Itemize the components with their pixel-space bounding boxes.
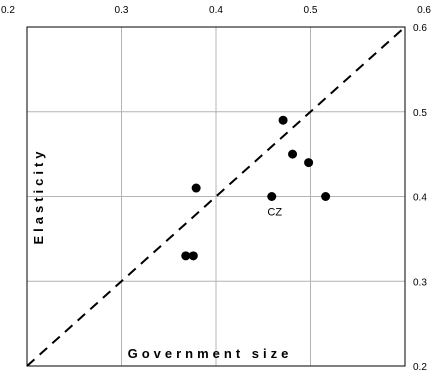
data-point-2: [191, 183, 201, 193]
x-tick-label-1: 0.3: [115, 5, 129, 16]
data-point-3: [267, 192, 277, 201]
annotation-0: CZ: [267, 207, 282, 219]
x-tick-label-2: 0.4: [209, 5, 223, 16]
annotations: CZ: [267, 207, 282, 219]
y-tick-label-1: 0.3: [413, 277, 427, 288]
x-tick-label-4: 0.6: [417, 5, 431, 16]
data-point-6: [304, 158, 314, 168]
y-axis-label: Elasticity: [31, 147, 46, 244]
data-point-7: [321, 192, 331, 201]
x-tick-labels: 0.2 0.3 0.4 0.5 0.6: [1, 5, 431, 16]
y-tick-label-0: 0.2: [413, 362, 427, 373]
data-point-1: [188, 251, 198, 261]
data-point-0: [181, 251, 191, 261]
data-point-5: [288, 149, 298, 159]
x-tick-label-0: 0.2: [1, 5, 15, 16]
x-tick-label-3: 0.5: [304, 5, 318, 16]
y-tick-label-4: 0.6: [413, 23, 427, 34]
y-tick-label-2: 0.4: [413, 193, 427, 204]
plot-area-border: [26, 26, 406, 367]
x-axis-label: Government size: [128, 346, 293, 361]
y-tick-label-3: 0.5: [413, 108, 427, 119]
data-point-4: [278, 115, 288, 125]
data-points: [181, 115, 331, 261]
y-tick-labels: 0.2 0.3 0.4 0.5 0.6: [413, 23, 427, 373]
